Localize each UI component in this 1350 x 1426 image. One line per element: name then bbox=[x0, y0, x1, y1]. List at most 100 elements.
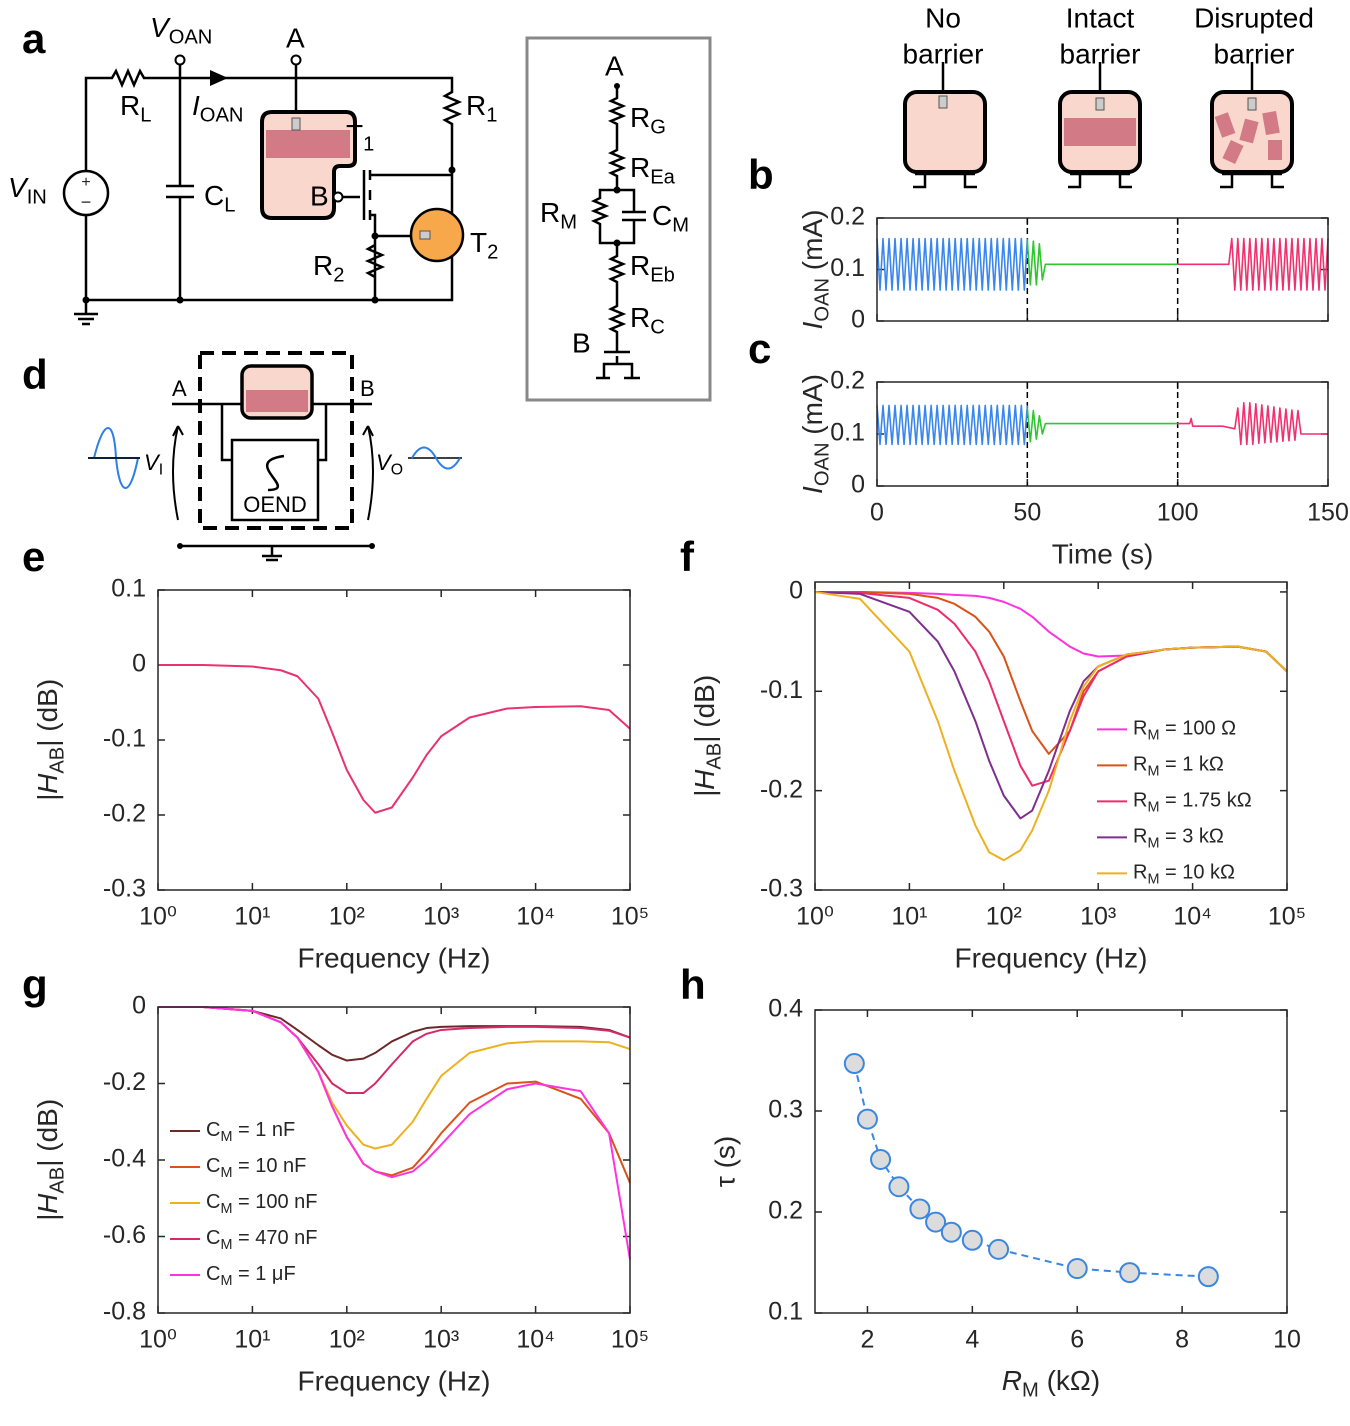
point bbox=[961, 1229, 983, 1251]
subscript: M bbox=[1147, 727, 1159, 743]
circuit: +− bbox=[62, 54, 465, 326]
x-tick-label: 10³ bbox=[1080, 903, 1116, 931]
y-tick-label: 0 bbox=[132, 992, 146, 1020]
subscript: M bbox=[1147, 835, 1159, 851]
y-tick-label: 0.4 bbox=[768, 995, 803, 1023]
point bbox=[1197, 1266, 1219, 1288]
inset-circuit bbox=[590, 86, 646, 380]
condition-label: barrier bbox=[1214, 38, 1295, 69]
node-label: B bbox=[572, 327, 591, 358]
y-tick-label: -0.1 bbox=[760, 676, 803, 704]
text-part: R bbox=[630, 302, 650, 333]
subscript: 1 bbox=[486, 105, 497, 127]
subscript: M bbox=[672, 215, 689, 237]
text-part: R bbox=[1002, 1365, 1022, 1396]
subscript: AB bbox=[47, 1167, 69, 1194]
point bbox=[909, 1198, 931, 1220]
subscript: C bbox=[650, 317, 665, 339]
series-line bbox=[814, 590, 1288, 862]
subscript: M bbox=[220, 1237, 232, 1253]
text-part: = 1.75 kΩ bbox=[1159, 790, 1251, 812]
condition-label: barrier bbox=[903, 38, 984, 69]
y-axis-label: IOAN (mA) bbox=[797, 374, 833, 494]
point bbox=[1119, 1262, 1141, 1284]
x-axis-label: Frequency (Hz) bbox=[955, 942, 1148, 973]
component-label: T2 bbox=[470, 227, 498, 263]
panel-label: d bbox=[22, 351, 48, 398]
y-tick-label: -0.3 bbox=[760, 875, 803, 903]
y-tick-label: 0.2 bbox=[768, 1197, 803, 1225]
axes-frame bbox=[814, 1009, 1288, 1314]
text-part: = 100 Ω bbox=[1159, 718, 1236, 740]
subscript: OAN bbox=[812, 278, 834, 322]
text-part: (mA) bbox=[797, 210, 828, 278]
axes-frame bbox=[157, 1006, 631, 1314]
point bbox=[856, 1108, 878, 1130]
point bbox=[870, 1148, 892, 1170]
axes-frame bbox=[814, 581, 1288, 891]
component-label: CL bbox=[204, 180, 235, 216]
axes-frame bbox=[876, 381, 1329, 487]
component-label: RG bbox=[630, 102, 666, 138]
subscript: 2 bbox=[333, 265, 344, 287]
text-part: R bbox=[630, 102, 650, 133]
y-tick-label: 0 bbox=[851, 306, 865, 334]
x-tick-label: 10⁰ bbox=[139, 903, 177, 931]
text-part: R bbox=[1133, 826, 1147, 848]
barrier-icons bbox=[903, 62, 1294, 189]
point bbox=[925, 1211, 947, 1233]
component-label: RL bbox=[120, 90, 151, 126]
text-part: R bbox=[1133, 862, 1147, 884]
text-part: R bbox=[1133, 718, 1147, 740]
series-line bbox=[158, 664, 631, 814]
subscript: 1 bbox=[363, 134, 374, 156]
point bbox=[988, 1238, 1010, 1260]
x-tick-label: 10³ bbox=[423, 903, 459, 931]
axes-frame bbox=[157, 589, 631, 891]
series-line bbox=[876, 237, 1029, 291]
x-tick-label: 10⁴ bbox=[516, 1326, 555, 1354]
panel-label: c bbox=[748, 325, 771, 372]
series-line bbox=[876, 404, 1029, 446]
text-part: T bbox=[346, 119, 363, 150]
x-tick-label: 10³ bbox=[423, 1326, 459, 1354]
voltage-label: VO bbox=[376, 450, 403, 479]
point bbox=[1066, 1258, 1088, 1280]
text-part: = 1 nF bbox=[232, 1119, 295, 1141]
text-part: V bbox=[150, 12, 171, 43]
y-axis-label: |HAB| (dB) bbox=[32, 1099, 68, 1221]
node-label: VOAN bbox=[150, 12, 212, 48]
text-part: = 100 nF bbox=[232, 1191, 317, 1213]
component-label: R1 bbox=[466, 90, 497, 126]
text-part: I bbox=[797, 321, 828, 329]
y-axis-label: |HAB| (dB) bbox=[689, 675, 725, 797]
terminal-label: B bbox=[310, 180, 329, 211]
subscript: OAN bbox=[200, 105, 244, 127]
component-label: CM bbox=[652, 200, 689, 236]
subscript: AB bbox=[47, 747, 69, 774]
text-part: = 1 μF bbox=[232, 1263, 295, 1285]
text-part: |H bbox=[689, 769, 720, 797]
text-part: C bbox=[204, 180, 224, 211]
x-tick-label: 4 bbox=[965, 1326, 979, 1354]
setup-diagram bbox=[88, 351, 462, 562]
y-tick-label: -0.1 bbox=[103, 725, 146, 753]
subscript: M bbox=[220, 1129, 232, 1145]
text-part: | (dB) bbox=[32, 1099, 63, 1167]
text-part: C bbox=[206, 1119, 220, 1141]
x-tick-label: 0 bbox=[870, 499, 884, 527]
subscript: M bbox=[1147, 799, 1159, 815]
device-label: OEND bbox=[243, 492, 307, 517]
point bbox=[888, 1176, 910, 1198]
text-part: V bbox=[376, 450, 393, 475]
text-part: C bbox=[206, 1263, 220, 1285]
text-part: | (dB) bbox=[32, 679, 63, 747]
legend-label: RM = 1 kΩ bbox=[1133, 754, 1224, 780]
node-label: B bbox=[360, 376, 375, 401]
text-part: (kΩ) bbox=[1039, 1365, 1100, 1396]
component-label: REa bbox=[630, 152, 676, 188]
x-tick-label: 10⁵ bbox=[611, 1326, 649, 1354]
text-part: I bbox=[192, 90, 200, 121]
component-label: T1 bbox=[346, 119, 374, 155]
y-tick-label: -0.6 bbox=[103, 1221, 146, 1249]
